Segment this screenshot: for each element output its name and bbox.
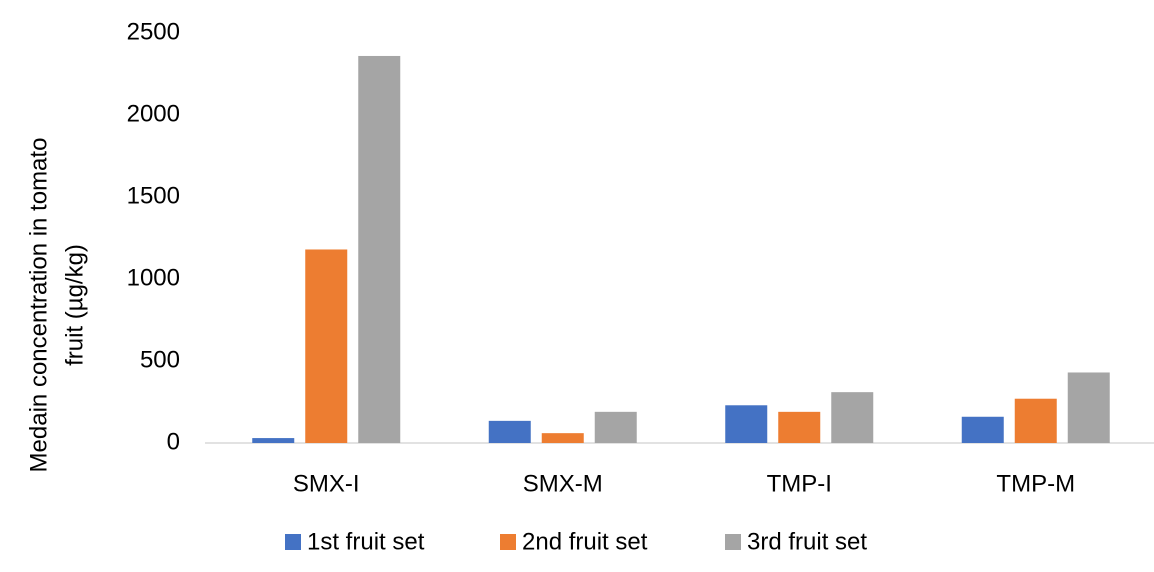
bar [252, 438, 295, 443]
bar [778, 411, 821, 443]
bar [541, 433, 584, 443]
bar [1067, 372, 1110, 443]
x-tick-label: TMP-I [767, 470, 832, 497]
x-tick-label: TMP-M [996, 470, 1075, 497]
y-tick-label: 1500 [127, 182, 180, 209]
y-axis-title-line: Medain concentration in tomato [25, 138, 52, 473]
bar [1014, 398, 1057, 443]
y-axis-title-line: fruit (µg/kg) [61, 244, 88, 366]
bar [594, 411, 637, 443]
legend-label: 1st fruit set [307, 528, 425, 555]
y-tick-label: 2000 [127, 100, 180, 127]
bar [725, 405, 768, 443]
legend-swatch [500, 534, 516, 550]
legend-label: 3rd fruit set [747, 528, 867, 555]
legend-label: 2nd fruit set [522, 528, 648, 555]
bar [305, 249, 348, 443]
y-tick-label: 1000 [127, 264, 180, 291]
y-tick-label: 500 [140, 346, 180, 373]
y-axis-title: Medain concentration in tomato fruit (µg… [25, 138, 88, 473]
y-tick-label: 2500 [127, 18, 180, 45]
legend-swatch [725, 534, 741, 550]
bar [488, 420, 531, 443]
bar [358, 55, 401, 444]
y-tick-label: 0 [167, 428, 180, 455]
bar [961, 416, 1004, 443]
bar [831, 392, 874, 443]
x-tick-label: SMX-M [523, 470, 603, 497]
legend-swatch [285, 534, 301, 550]
x-tick-label: SMX-I [293, 470, 360, 497]
